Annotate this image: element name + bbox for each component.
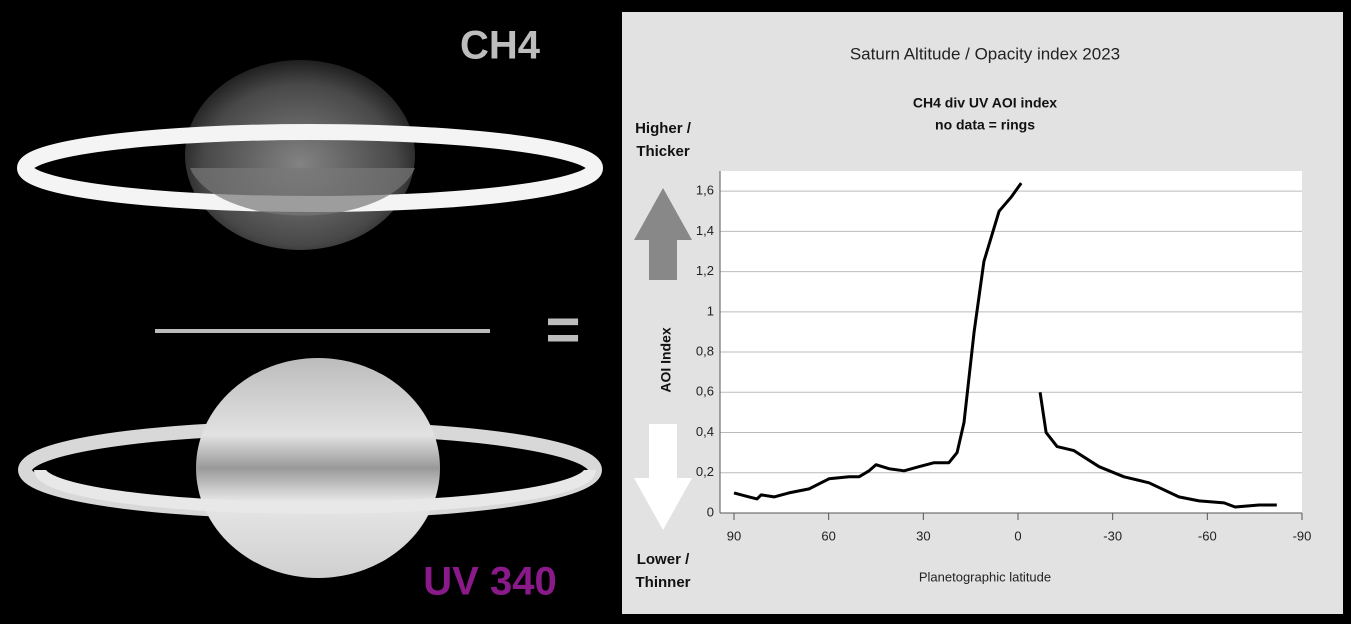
chart-subtitle: CH4 div UV AOI index xyxy=(913,95,1057,111)
y-tick-label: 0,2 xyxy=(696,464,714,479)
x-tick-label: 90 xyxy=(727,528,741,543)
x-tick-label: -90 xyxy=(1293,528,1312,543)
x-tick-label: 0 xyxy=(1014,528,1021,543)
up-arrow xyxy=(634,188,692,280)
y-tick-label: 1,2 xyxy=(696,263,714,278)
y-tick-label: 0 xyxy=(707,504,714,519)
data-line xyxy=(1038,392,1277,509)
ch4-image xyxy=(17,60,603,250)
filter-label: UV 340 xyxy=(423,560,556,604)
plot-area xyxy=(720,171,1302,513)
x-tick-label: -60 xyxy=(1198,528,1217,543)
chart-note: no data = rings xyxy=(935,117,1035,133)
operator: = xyxy=(545,296,580,363)
y-tick-label: 1 xyxy=(707,303,714,318)
arrow-label: Thicker xyxy=(636,143,690,160)
x-tick-label: 30 xyxy=(916,528,930,543)
x-axis-label: Planetographic latitude xyxy=(919,569,1051,584)
y-tick-label: 1,6 xyxy=(696,183,714,198)
y-tick-label: 0,8 xyxy=(696,343,714,358)
arrow-label: Higher / xyxy=(635,120,692,137)
arrow-label: Lower / xyxy=(637,551,690,568)
y-tick-label: 1,4 xyxy=(696,223,714,238)
x-tick-label: 60 xyxy=(821,528,835,543)
chart-title: Saturn Altitude / Opacity index 2023 xyxy=(850,44,1120,63)
arrow-label: Thinner xyxy=(636,574,691,591)
y-tick-label: 0,4 xyxy=(696,424,714,439)
y-tick-label: 0,6 xyxy=(696,384,714,399)
uv-image xyxy=(18,358,602,578)
data-line xyxy=(733,182,1023,501)
y-axis-label: AOI Index xyxy=(658,327,674,393)
down-arrow xyxy=(634,424,692,530)
filter-label: CH4 xyxy=(460,24,541,68)
x-tick-label: -30 xyxy=(1103,528,1122,543)
